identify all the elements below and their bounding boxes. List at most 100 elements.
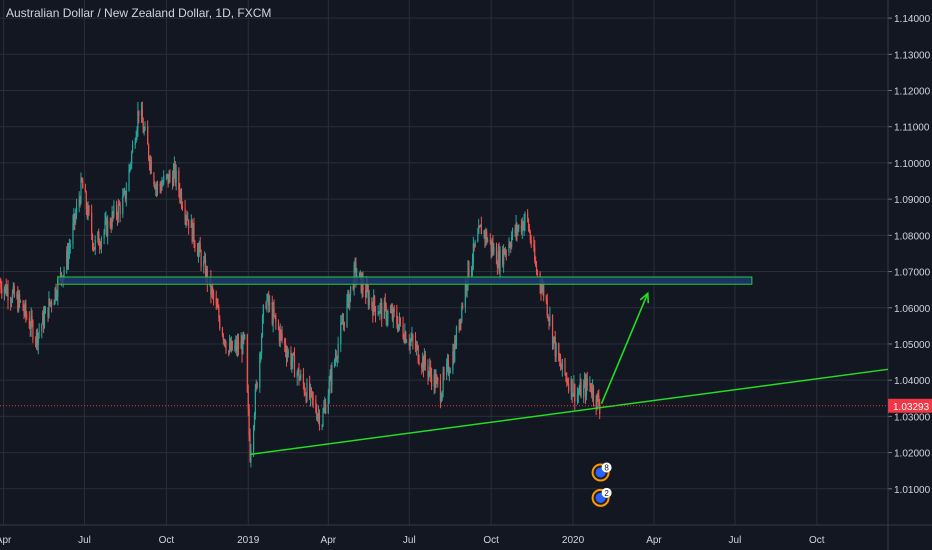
candle-body: [433, 373, 435, 387]
candle-body: [496, 264, 498, 268]
candle-body: [74, 213, 76, 222]
candle-body: [422, 357, 424, 368]
candle-body: [548, 318, 550, 322]
candle-body: [269, 302, 271, 306]
candle-body: [484, 231, 486, 240]
candle-body: [154, 184, 156, 189]
candle-body: [42, 312, 44, 325]
candle-body: [250, 451, 252, 462]
candle-body: [564, 359, 566, 374]
candle-body: [378, 313, 380, 314]
candle-body: [474, 241, 476, 248]
candle-body: [105, 218, 107, 222]
candle-body: [590, 383, 592, 391]
candle-body: [454, 340, 457, 347]
candle-body: [504, 251, 506, 255]
candle-body: [429, 366, 431, 372]
candle-body: [278, 329, 280, 341]
candle-body: [515, 223, 517, 234]
candle-body: [327, 395, 329, 414]
y-tick-label: 1.05000: [894, 340, 931, 351]
candle-body: [277, 322, 280, 330]
y-tick-label: 1.07000: [894, 268, 931, 279]
candle-body: [505, 251, 507, 253]
candle-body: [446, 360, 449, 364]
candle-body: [78, 199, 80, 206]
candle-body: [34, 339, 37, 342]
candle-body: [118, 203, 120, 206]
candle-body: [524, 213, 526, 223]
candle-body: [131, 144, 134, 153]
candle-body: [527, 219, 530, 230]
candle-body: [542, 284, 544, 288]
y-tick-label: 1.11000: [894, 123, 930, 134]
candle-body: [50, 301, 52, 304]
candle-body: [115, 205, 118, 216]
candle-body: [435, 377, 437, 388]
candle-body: [198, 243, 200, 249]
candle-body: [13, 286, 15, 297]
candle-body: [416, 345, 418, 347]
x-tick-label: 2020: [562, 535, 585, 546]
candle-body: [291, 361, 293, 367]
candle-body: [107, 220, 109, 236]
candle-body: [73, 213, 75, 223]
candle-body: [174, 163, 176, 183]
support-trendline: [249, 368, 889, 456]
candle-body: [565, 373, 567, 377]
candle-body: [485, 231, 487, 240]
candle-body: [405, 332, 407, 343]
candle-body: [337, 344, 339, 358]
candle-body: [253, 415, 256, 427]
candle-body: [293, 354, 296, 378]
candle-body: [230, 341, 232, 351]
candle-body: [567, 383, 570, 392]
candle-body: [478, 226, 480, 234]
candle-body: [38, 331, 40, 334]
candle-body: [112, 212, 114, 216]
candle-body: [35, 331, 38, 342]
candle-body: [361, 279, 363, 293]
candle-body: [408, 341, 410, 346]
candle-body: [365, 284, 368, 298]
candle-body: [255, 382, 257, 389]
x-tick-label: Jul: [729, 535, 742, 546]
candle-body: [427, 365, 429, 377]
candle-body: [49, 298, 51, 304]
resistance-zone: [57, 276, 753, 285]
candle-body: [572, 393, 574, 397]
candle-body: [491, 243, 493, 252]
candle-body: [86, 209, 88, 217]
candle-body: [219, 318, 221, 329]
candle-body: [206, 268, 208, 284]
candle-body: [75, 214, 77, 222]
candle-body: [184, 208, 186, 220]
candle-body: [479, 224, 482, 227]
candle-body: [284, 339, 286, 345]
x-tick-label: Apr: [321, 535, 337, 546]
candle-body: [29, 327, 31, 330]
candle-body: [44, 307, 46, 314]
candle-body: [533, 244, 535, 248]
candle-body: [211, 287, 213, 295]
candle-body: [503, 248, 505, 265]
x-tick-label: Oct: [483, 535, 499, 546]
candle-body: [403, 336, 405, 342]
candle-body: [143, 129, 145, 133]
candle-body: [567, 382, 569, 384]
event-count-badge: [601, 487, 612, 498]
candle-body: [193, 222, 195, 243]
candle-body: [237, 341, 240, 350]
candle-body: [529, 231, 531, 241]
candle-body: [51, 301, 53, 306]
candle-body: [156, 186, 158, 190]
candle-body: [205, 268, 208, 280]
candle-body: [553, 336, 555, 338]
candle-body: [92, 246, 95, 248]
candle-body: [422, 357, 425, 371]
candle-body: [17, 294, 19, 311]
candle-body: [412, 335, 414, 341]
candle-body: [559, 361, 562, 367]
candle-body: [406, 341, 408, 343]
